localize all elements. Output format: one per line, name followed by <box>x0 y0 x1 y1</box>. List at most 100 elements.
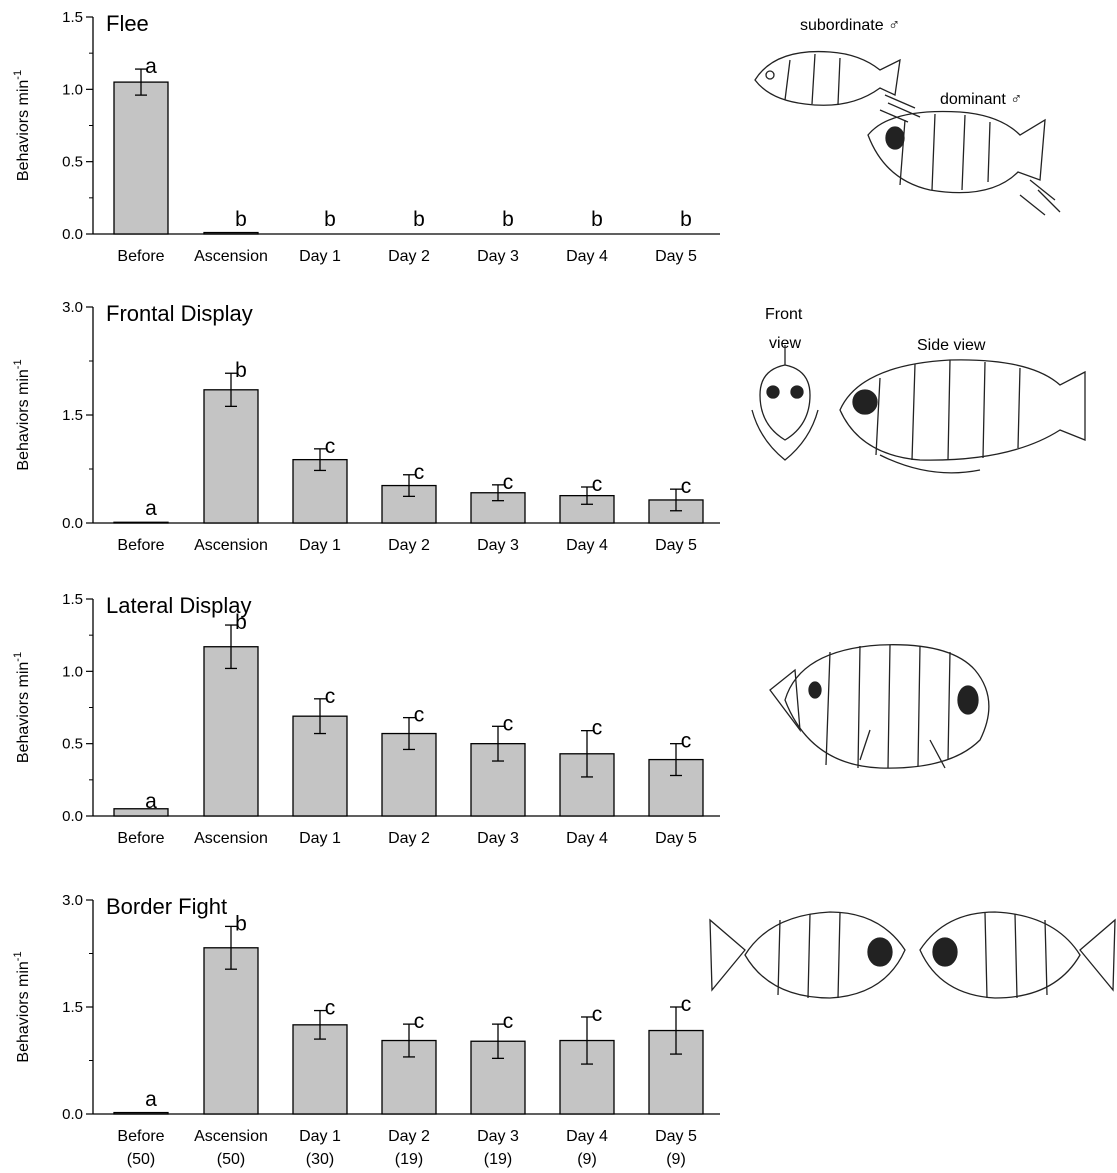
significance-letter: c <box>503 1010 514 1033</box>
significance-letter: b <box>235 611 247 634</box>
significance-letter: b <box>324 208 336 231</box>
x-tick-label: Ascension <box>194 1128 268 1145</box>
x-tick-label: Day 3 <box>477 1128 519 1145</box>
lateral-illustration <box>769 644 990 769</box>
front-view-label-line1: Front <box>765 306 803 323</box>
x-tick-label: Day 3 <box>477 248 519 265</box>
chart-title: Frontal Display <box>106 301 253 326</box>
x-tick-label: Day 4 <box>566 537 608 554</box>
significance-letter: c <box>414 704 425 727</box>
x-tick-label: Day 4 <box>566 830 608 847</box>
significance-letter: b <box>591 208 603 231</box>
significance-letter: c <box>325 435 336 458</box>
significance-letter: c <box>325 685 336 708</box>
chart-title: Flee <box>106 11 149 36</box>
x-tick-label: Day 1 <box>299 1128 341 1145</box>
bar <box>203 947 259 1115</box>
significance-letter: c <box>592 1003 603 1026</box>
y-tick-label: 0.0 <box>62 515 83 532</box>
significance-letter: a <box>145 497 157 520</box>
y-tick-label: 1.5 <box>62 407 83 424</box>
significance-letter: b <box>502 208 514 231</box>
sample-size-label: (50) <box>217 1151 245 1168</box>
y-tick-label: 3.0 <box>62 892 83 909</box>
y-axis-label: Behaviors min-1 <box>12 70 32 181</box>
x-tick-label: Day 2 <box>388 830 430 847</box>
y-tick-label: 1.0 <box>62 81 83 98</box>
significance-letter: c <box>414 1010 425 1033</box>
bar <box>113 81 169 235</box>
y-axis-label: Behaviors min-1 <box>12 951 32 1062</box>
chart-title: Border Fight <box>106 894 227 919</box>
y-tick-label: 3.0 <box>62 299 83 316</box>
x-tick-label: Day 3 <box>477 830 519 847</box>
x-tick-label: Day 5 <box>655 537 697 554</box>
significance-letter: c <box>681 475 692 498</box>
bar <box>648 758 704 817</box>
bar <box>203 646 259 817</box>
significance-letter: b <box>680 208 692 231</box>
significance-letter: a <box>145 55 157 78</box>
bar <box>648 1029 704 1115</box>
sample-size-label: (9) <box>577 1151 597 1168</box>
frontal-illustration: Front view Side view <box>751 306 1086 474</box>
y-tick-label: 0.0 <box>62 1106 83 1123</box>
y-tick-label: 1.5 <box>62 9 83 26</box>
significance-letter: b <box>235 912 247 935</box>
x-tick-label: Before <box>117 1128 164 1145</box>
x-tick-label: Before <box>117 537 164 554</box>
x-tick-label: Before <box>117 830 164 847</box>
sample-size-label: (30) <box>306 1151 334 1168</box>
x-tick-label: Day 5 <box>655 1128 697 1145</box>
x-tick-label: Day 3 <box>477 537 519 554</box>
y-tick-label: 0.5 <box>62 736 83 753</box>
bar <box>203 389 259 524</box>
x-tick-label: Day 2 <box>388 1128 430 1145</box>
sample-size-label: (9) <box>666 1151 686 1168</box>
significance-letter: c <box>503 712 514 735</box>
sample-size-label: (19) <box>395 1151 423 1168</box>
subordinate-label: subordinate ♂ <box>800 17 900 34</box>
bar <box>559 753 615 817</box>
x-tick-label: Before <box>117 248 164 265</box>
sample-size-label: (19) <box>484 1151 512 1168</box>
y-tick-label: 0.0 <box>62 226 83 243</box>
bar <box>292 715 348 817</box>
sample-size-label: (50) <box>127 1151 155 1168</box>
y-tick-label: 0.0 <box>62 808 83 825</box>
y-tick-label: 1.5 <box>62 591 83 608</box>
chart-title: Lateral Display <box>106 593 252 618</box>
x-tick-label: Day 1 <box>299 248 341 265</box>
significance-letter: c <box>681 730 692 753</box>
significance-letter: b <box>235 359 247 382</box>
bar <box>113 1111 169 1115</box>
dominant-fish-drawing <box>867 110 1061 216</box>
significance-letter: a <box>145 790 157 813</box>
y-tick-label: 1.0 <box>62 663 83 680</box>
y-tick-label: 0.5 <box>62 154 83 171</box>
x-tick-label: Day 2 <box>388 248 430 265</box>
x-tick-label: Day 1 <box>299 537 341 554</box>
flee-illustration: subordinate ♂ dominant ♂ <box>754 17 1061 216</box>
significance-letter: c <box>414 461 425 484</box>
x-tick-label: Day 5 <box>655 248 697 265</box>
y-tick-label: 1.5 <box>62 999 83 1016</box>
x-tick-label: Ascension <box>194 830 268 847</box>
x-tick-label: Day 4 <box>566 1128 608 1145</box>
significance-letter: b <box>235 208 247 231</box>
x-tick-label: Day 4 <box>566 248 608 265</box>
significance-letter: c <box>592 717 603 740</box>
x-tick-label: Day 5 <box>655 830 697 847</box>
side-view-label: Side view <box>917 337 986 354</box>
front-view-fish-drawing <box>751 345 819 461</box>
x-tick-label: Day 2 <box>388 537 430 554</box>
significance-letter: c <box>325 997 336 1020</box>
subordinate-fish-drawing <box>754 50 921 123</box>
border-fight-illustration <box>709 911 1116 999</box>
y-axis-label: Behaviors min-1 <box>12 359 32 470</box>
x-tick-label: Day 1 <box>299 830 341 847</box>
y-axis-label: Behaviors min-1 <box>12 652 32 763</box>
significance-letter: a <box>145 1088 157 1111</box>
dominant-label: dominant ♂ <box>940 91 1022 108</box>
